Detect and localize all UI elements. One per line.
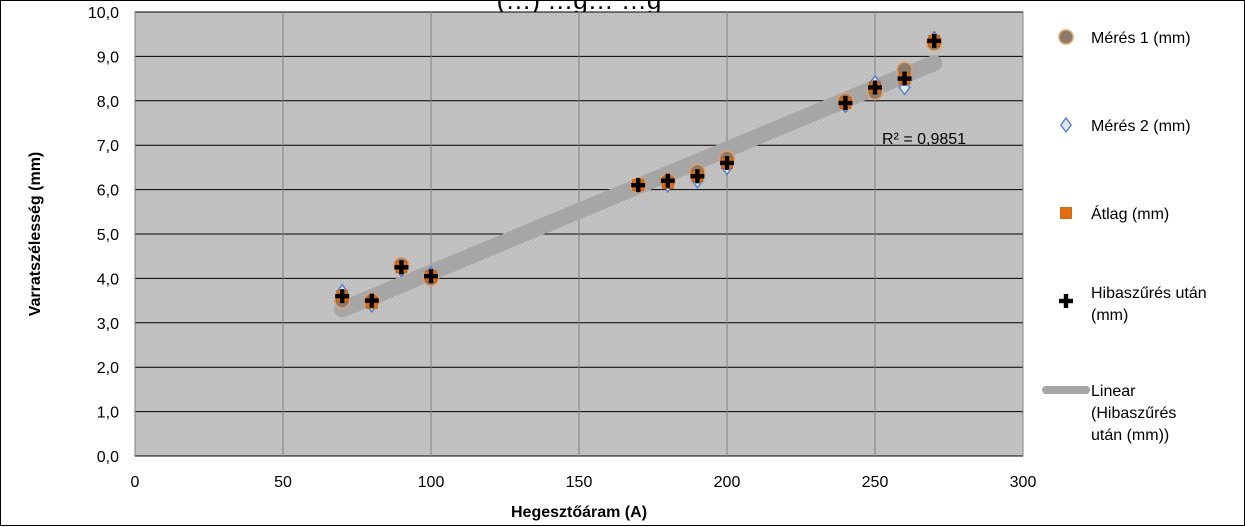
y-tick-label: 2,0 xyxy=(97,360,119,377)
grid-lines xyxy=(134,11,1024,457)
plus-v xyxy=(1063,294,1069,308)
legend-item: Mérés 1 (mm) xyxy=(1058,29,1191,47)
x-tick-labels: 0 50 100 150 200 250 300 xyxy=(131,474,1037,491)
y-axis-title: Varratszélesség (mm) xyxy=(27,152,44,317)
x-tick-label: 50 xyxy=(274,474,292,491)
data-point-plus xyxy=(631,178,646,193)
legend-label: Hibaszűrés után xyxy=(1091,285,1207,302)
legend-label: Mérés 2 (mm) xyxy=(1091,118,1191,135)
series-plus xyxy=(335,33,942,308)
plus-v xyxy=(399,260,404,275)
y-tick-label: 7,0 xyxy=(97,138,119,155)
y-tick-label: 8,0 xyxy=(97,94,119,111)
plus-v xyxy=(665,173,670,188)
legend-item: Átlag (mm) xyxy=(1060,204,1169,223)
legend-item-trendline: Linear (Hibaszűrés után (mm)) xyxy=(1042,383,1176,444)
legend-item: Mérés 2 (mm) xyxy=(1060,117,1191,135)
circle-marker xyxy=(1058,29,1074,45)
x-tick-label: 250 xyxy=(862,474,889,491)
data-point-plus xyxy=(720,155,734,170)
data-point-plus xyxy=(335,289,350,304)
legend-marker-square xyxy=(1060,207,1072,219)
data-point-plus xyxy=(838,96,853,111)
legend-marker-circle xyxy=(1058,29,1074,45)
legend-label: (mm) xyxy=(1091,307,1128,324)
legend-marker-diamond xyxy=(1060,117,1072,133)
legend-label: után (mm)) xyxy=(1091,427,1169,444)
x-axis-title: Hegesztőáram (A) xyxy=(511,504,647,521)
legend-marker-plus xyxy=(1059,294,1073,308)
x-tick-label: 0 xyxy=(131,474,140,491)
legend-label: Mérés 1 (mm) xyxy=(1091,30,1191,47)
y-tick-labels: 0,0 1,0 2,0 3,0 4,0 5,0 6,0 7,0 8,0 9,0 10,0 xyxy=(88,5,119,466)
data-point-plus xyxy=(868,80,882,95)
legend-item: Hibaszűrés után (mm) xyxy=(1059,285,1207,324)
r-squared-label: R² = 0,9851 xyxy=(882,131,966,148)
x-tick-label: 100 xyxy=(418,474,445,491)
x-tick-label: 150 xyxy=(566,474,593,491)
plus-v xyxy=(902,71,907,86)
legend-label: Átlag (mm) xyxy=(1091,204,1169,223)
plus-v xyxy=(340,289,345,304)
plus-v xyxy=(636,178,641,193)
plus-v xyxy=(695,169,700,184)
data-point-plus xyxy=(364,293,379,308)
y-tick-label: 4,0 xyxy=(97,271,119,288)
y-tick-label: 0,0 xyxy=(97,449,119,466)
x-tick-label: 200 xyxy=(714,474,741,491)
plus-v xyxy=(872,80,878,95)
legend: Mérés 1 (mm) Mérés 2 (mm) Átlag (mm) Hibasz… xyxy=(1042,29,1207,444)
y-tick-label: 9,0 xyxy=(97,49,119,66)
y-tick-label: 10,0 xyxy=(88,5,119,22)
legend-label: (Hibaszűrés xyxy=(1091,405,1176,422)
plus-v xyxy=(428,269,434,284)
y-tick-label: 1,0 xyxy=(97,405,119,422)
data-marks xyxy=(333,30,943,314)
data-point-plus xyxy=(897,71,912,86)
data-point-plus xyxy=(927,33,942,48)
square-marker xyxy=(1060,207,1072,219)
plus-v xyxy=(369,293,374,308)
x-tick-label: 300 xyxy=(1010,474,1037,491)
y-tick-label: 3,0 xyxy=(97,316,119,333)
diamond-marker xyxy=(1060,117,1072,133)
data-point-plus xyxy=(660,173,675,188)
data-point-plus xyxy=(690,169,705,184)
legend-label: Linear xyxy=(1091,383,1136,400)
plus-v xyxy=(724,155,730,170)
y-tick-label: 6,0 xyxy=(97,183,119,200)
data-point-plus xyxy=(394,260,409,275)
data-point-plus xyxy=(424,269,438,284)
y-tick-label: 5,0 xyxy=(97,227,119,244)
plus-v xyxy=(843,96,848,111)
plus-v xyxy=(932,33,937,48)
